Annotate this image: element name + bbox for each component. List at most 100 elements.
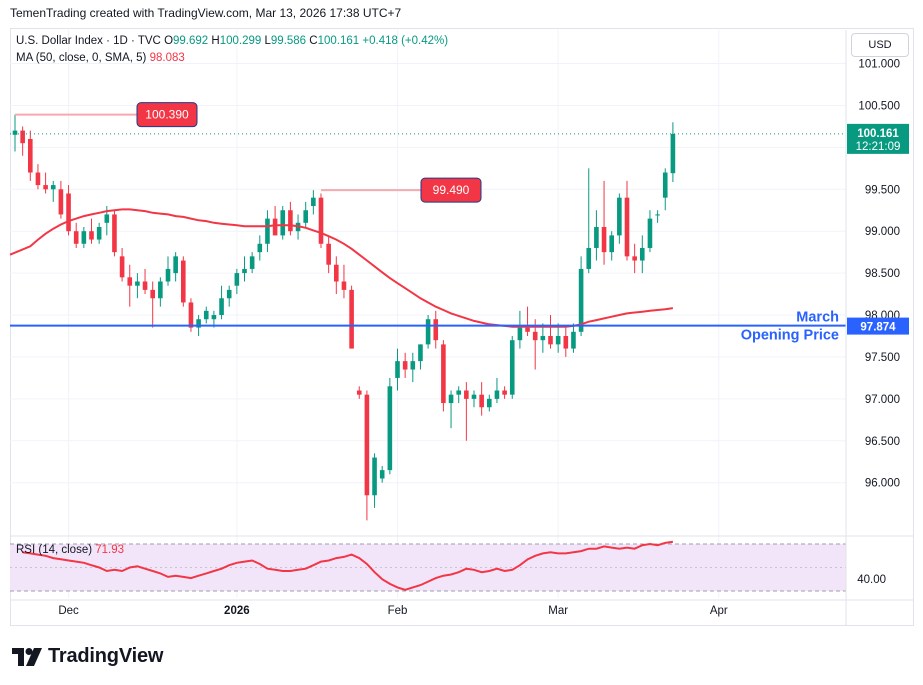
candle-body [20, 130, 25, 144]
candle-body [540, 335, 546, 341]
price-axis-tick-label: 96.000 [865, 478, 900, 490]
candle-body [601, 227, 607, 253]
candle-body [379, 470, 385, 479]
chart-credit: TemenTrading created with TradingView.co… [10, 6, 402, 20]
candle-body [609, 235, 614, 253]
candle-body [28, 138, 33, 173]
candle-body [578, 268, 584, 332]
candle-body [517, 327, 523, 341]
tradingview-logo[interactable]: TradingView [12, 645, 163, 668]
price-axis-tick-label: 97.000 [865, 394, 900, 406]
candle-body [211, 315, 217, 320]
time-axis-tick-label: Apr [710, 605, 728, 617]
last-price-badge [847, 123, 909, 154]
candle-body [257, 243, 263, 253]
price-axis-tick-label: 101.000 [858, 59, 900, 71]
high-marker-label: 100.390 [145, 108, 189, 122]
candle-body [12, 130, 18, 135]
candle-body [127, 277, 133, 286]
ma-line [9, 208, 674, 328]
candle-body [43, 185, 48, 190]
price-axis-tick-label: 100.500 [858, 100, 900, 112]
level-annotation-line2: Opening Price [741, 328, 839, 344]
candle-body [50, 185, 56, 190]
level-value-label: 97.874 [860, 322, 896, 334]
candle-body [647, 218, 653, 248]
price-legend[interactable]: U.S. Dollar Index · 1D · TVC O99.692 H10… [16, 35, 448, 47]
price-axis-tick-label: 96.500 [865, 436, 900, 448]
candle-body [402, 361, 408, 370]
candle-body [318, 197, 324, 244]
candle-body [525, 327, 530, 332]
time-axis-tick-label: Feb [388, 605, 408, 617]
currency-button[interactable]: USD [851, 33, 909, 57]
candle-body [479, 394, 484, 408]
candle-body [418, 344, 423, 362]
candle-body [196, 319, 201, 328]
low-label: L [264, 35, 271, 47]
candle-body [73, 231, 79, 244]
ma-legend[interactable]: MA (50, close, 0, SMA, 5) 98.083 [16, 52, 185, 64]
candle-body [326, 243, 331, 265]
candle-body [395, 361, 400, 378]
price-axis-tick-label: 98.500 [865, 268, 900, 280]
open-label: O [164, 35, 174, 47]
candle-body [242, 268, 247, 274]
time-axis-tick-label: Dec [58, 605, 79, 617]
candle-body [594, 227, 599, 248]
candle-body [89, 231, 94, 240]
candle-body [341, 281, 347, 290]
candle-body [58, 189, 64, 215]
swing-marker-label-box [420, 177, 482, 203]
ma-value: 98.083 [149, 52, 185, 64]
ma-label[interactable]: MA (50, close, 0, SMA, 5) [16, 52, 147, 64]
level-annotation-line1: March [796, 310, 839, 326]
candle-body [135, 281, 140, 286]
candle-body [112, 214, 117, 253]
level-badge [847, 317, 909, 335]
candle-body [303, 210, 308, 223]
candle-body [280, 210, 286, 236]
candle-body [181, 260, 186, 303]
candle-body [433, 319, 439, 341]
high-label: H [211, 35, 220, 47]
low-value: 99.586 [270, 35, 307, 47]
candle-body [66, 193, 71, 232]
candle-body [150, 289, 155, 299]
candle-body [334, 264, 339, 282]
candle-body [219, 298, 224, 316]
rsi-axis-tick-label: 40.00 [857, 574, 886, 586]
swing-marker-label: 99.490 [433, 183, 470, 197]
brand-name: TradingView [48, 645, 164, 667]
candle-body [548, 335, 553, 345]
close-value: 100.161 [317, 35, 360, 47]
candle-body [234, 273, 240, 286]
candle-body [387, 386, 393, 471]
candle-body [249, 256, 255, 269]
candle-body [203, 310, 209, 320]
candle-body [349, 289, 354, 349]
candle-body [410, 361, 416, 370]
price-axis-tick-label: 99.500 [865, 184, 900, 196]
candle-body [502, 390, 507, 395]
candle-body [471, 394, 477, 399]
candle-body [617, 197, 622, 236]
rsi-label[interactable]: RSI (14, close) [16, 544, 93, 556]
chart-frame [10, 28, 914, 626]
candle-body [425, 319, 431, 345]
candle-body [563, 335, 569, 349]
candle-body [288, 210, 293, 232]
candle-body [586, 247, 592, 269]
candle-body [272, 218, 278, 236]
rsi-legend[interactable]: RSI (14, close) 71.93 [16, 544, 124, 556]
symbol-name[interactable]: U.S. Dollar Index · 1D · TVC [16, 35, 161, 47]
candle-body [35, 172, 41, 186]
close-label: C [309, 35, 318, 47]
candle-body [662, 172, 668, 198]
candle-body [311, 197, 316, 207]
tradingview-icon [12, 647, 42, 666]
rsi-value: 71.93 [95, 544, 125, 556]
candle-body [448, 394, 454, 404]
candle-body [188, 302, 194, 328]
